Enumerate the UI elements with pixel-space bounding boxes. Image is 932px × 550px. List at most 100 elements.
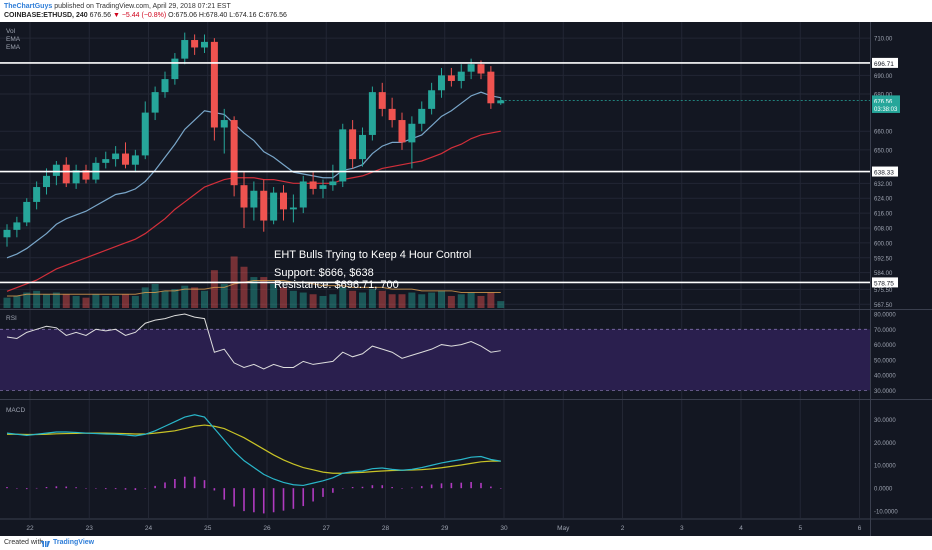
candle — [359, 127, 366, 167]
candle — [43, 168, 50, 195]
volume-bar — [299, 292, 307, 308]
volume-bar — [329, 294, 337, 308]
macd-histogram-bar — [114, 488, 117, 490]
macd-histogram-bar — [282, 488, 285, 511]
volume-bar — [270, 283, 278, 308]
macd-histogram-bar — [65, 486, 68, 489]
candle — [230, 116, 238, 197]
macd-histogram-bar — [16, 488, 18, 489]
candle-body — [151, 92, 159, 113]
macd-histogram-bar — [144, 488, 147, 489]
price-tick-label: 624.00 — [874, 197, 893, 203]
volume-bar — [52, 292, 60, 308]
volume-bar — [359, 292, 366, 308]
macd-histogram-bar — [183, 476, 186, 489]
candle-body — [131, 155, 139, 165]
candle-body — [467, 64, 475, 72]
macd-histogram-bar — [460, 482, 463, 489]
x-tick-label: 4 — [739, 525, 743, 532]
volume-bar — [438, 290, 445, 308]
candle — [52, 160, 60, 186]
current-price-label: 676.56 — [874, 99, 893, 105]
candle — [260, 179, 268, 232]
macd-histogram-bar — [223, 488, 226, 500]
macd-histogram-bar — [351, 487, 354, 489]
series-label: EMA — [6, 44, 21, 51]
candle-body — [52, 164, 60, 176]
candle-body — [250, 190, 258, 208]
candle-body — [359, 134, 366, 160]
volume-bar — [23, 292, 31, 308]
candle — [102, 151, 110, 169]
rsi-line — [6, 313, 501, 370]
symbol-info-line: COINBASE:ETHUSD, 240 676.56 ▼ −5.44 (−0.… — [4, 11, 287, 20]
candle-body — [289, 207, 297, 210]
volume-bar — [467, 292, 475, 308]
candle-body — [378, 92, 386, 109]
price-tick-label: 567.50 — [874, 303, 893, 309]
macd-tick-label: 0.0000 — [874, 487, 893, 493]
macd-histogram — [6, 476, 502, 514]
macd-tick-label: -10.0000 — [874, 510, 898, 516]
price-tick-label: 632.00 — [874, 182, 893, 188]
candle — [497, 96, 505, 105]
candle — [487, 66, 495, 109]
volume-bar — [181, 285, 189, 308]
author-link[interactable]: TheChartGuys — [4, 3, 53, 10]
rsi-band — [0, 329, 870, 391]
x-tick-label: 2 — [621, 525, 625, 532]
volume-bar — [82, 297, 90, 308]
candle-body — [487, 71, 495, 104]
macd-histogram-bar — [371, 485, 374, 489]
candle-body — [477, 64, 485, 74]
candle — [467, 58, 475, 80]
macd-histogram-bar — [253, 488, 255, 513]
candle — [171, 53, 179, 85]
volume-bar — [122, 294, 129, 308]
annotation-text: Support: $666, $638 — [274, 267, 374, 279]
macd-tick-label: 30.0000 — [874, 418, 896, 424]
x-tick-label: 27 — [323, 525, 331, 532]
candle — [368, 86, 376, 141]
candle-body — [349, 129, 357, 160]
macd-line — [6, 414, 501, 487]
volume-bar — [131, 295, 139, 308]
candle-body — [319, 185, 327, 189]
macd-histogram-bar — [25, 488, 28, 490]
candle — [191, 34, 199, 55]
macd-histogram-bar — [322, 488, 324, 497]
price-change: ▼ −5.44 (−0.8%) — [112, 12, 167, 19]
candle — [388, 97, 396, 128]
rsi-label: RSI — [6, 315, 17, 322]
rsi-tick-label: 80.0000 — [874, 313, 896, 319]
macd-histogram-bar — [361, 486, 364, 489]
chart-canvas[interactable]: 696.71638.33578.75710.00690.00680.00660.… — [0, 22, 932, 536]
candle — [299, 175, 307, 214]
candle-body — [171, 58, 179, 80]
macd-histogram-bar — [381, 485, 384, 489]
candle — [280, 185, 287, 221]
rsi-tick-label: 50.0000 — [874, 358, 896, 364]
volume-bar — [398, 294, 406, 308]
grid-lines — [0, 22, 870, 518]
candle — [447, 67, 455, 87]
candle — [181, 32, 189, 65]
candle — [457, 64, 465, 89]
candle-body — [280, 192, 287, 210]
volume-bar — [289, 290, 297, 308]
macd-histogram-bar — [470, 481, 472, 489]
macd-histogram-bar — [85, 488, 87, 489]
volume-bar — [457, 294, 465, 308]
macd-histogram-bar — [164, 482, 166, 489]
candle-body — [408, 123, 416, 143]
macd-histogram-bar — [302, 488, 305, 507]
x-tick-label: 25 — [204, 525, 212, 532]
candle — [309, 172, 317, 195]
candle-body — [13, 222, 21, 230]
level-label: 638.33 — [874, 170, 894, 177]
candle — [270, 187, 278, 225]
macd-histogram-bar — [95, 488, 97, 489]
macd-histogram-bar — [401, 488, 403, 489]
macd-histogram-bar — [292, 488, 295, 509]
tradingview-brand-link[interactable]: TradingView — [53, 539, 95, 546]
